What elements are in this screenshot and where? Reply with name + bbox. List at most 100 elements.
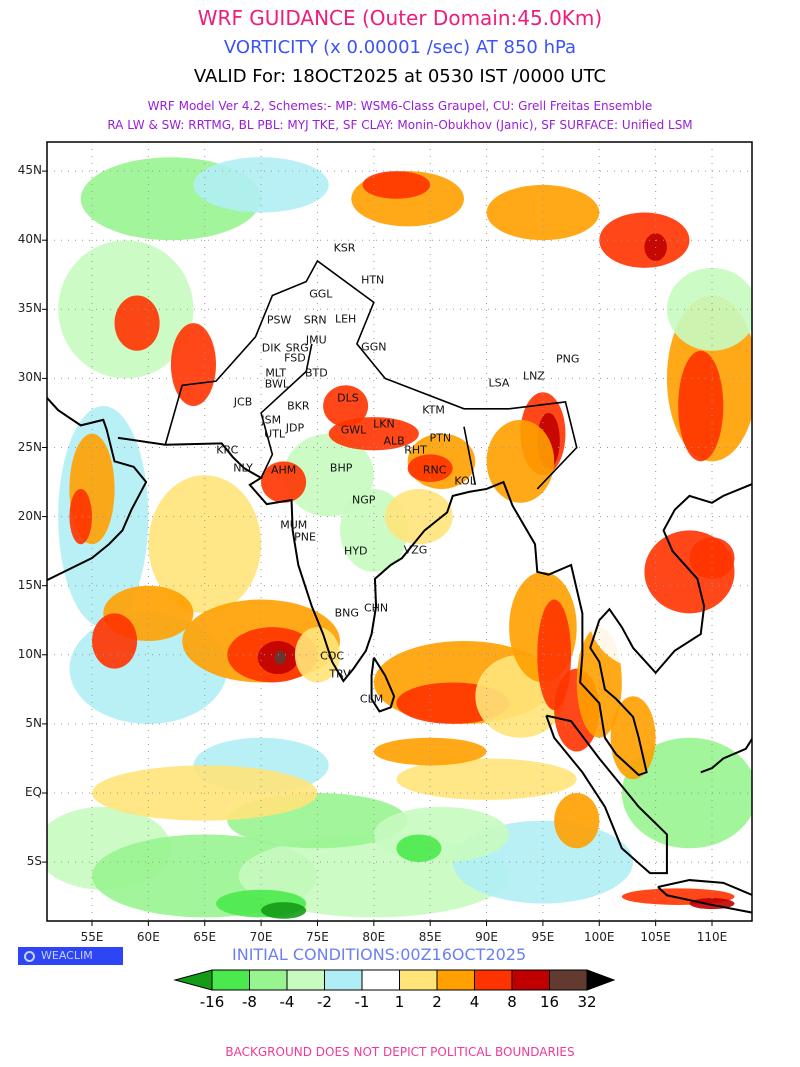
colorbar-swatch — [361, 969, 400, 991]
city-label: BNG — [334, 606, 359, 620]
colorbar-swatch — [436, 969, 475, 991]
colorbar-label: 2 — [432, 993, 442, 1011]
city-label: VZG — [403, 543, 428, 557]
coastline — [657, 879, 752, 914]
coastline — [370, 657, 396, 713]
city-label: PSW — [266, 313, 292, 327]
colorbar-label: 16 — [539, 993, 560, 1011]
lat-label: 40N — [17, 232, 42, 247]
lat-label: 25N — [17, 439, 42, 454]
city-label: RNC — [422, 463, 447, 477]
vorticity-patch — [170, 323, 216, 407]
valid-time: VALID For: 18OCT2025 at 0530 IST /0000 U… — [193, 66, 607, 87]
lon-label: 60E — [136, 930, 160, 944]
coastline — [117, 436, 752, 777]
lon-label: 55E — [80, 930, 104, 944]
colorbar-label: -1 — [354, 993, 370, 1011]
boundary-line — [260, 343, 313, 479]
city-label: NGP — [351, 493, 376, 507]
vorticity-patch — [621, 737, 752, 849]
initial-conditions: INITIAL CONDITIONS:00Z16OCT2025 — [232, 945, 527, 964]
vorticity-patch — [261, 902, 307, 919]
city-label: LEH — [334, 312, 357, 326]
city-label: GGL — [309, 287, 333, 301]
vorticity-patch — [92, 613, 138, 669]
city-label: RHT — [404, 443, 427, 457]
city-label: KTM — [422, 403, 445, 417]
lon-label: 85E — [418, 930, 442, 944]
vorticity-patch — [554, 793, 600, 849]
schemes-line-2: RA LW & SW: RRTMG, BL PBL: MYJ TKE, SF C… — [107, 118, 693, 132]
vorticity-patch — [599, 212, 690, 268]
city-label: MLT — [265, 366, 287, 380]
chart-title: WRF GUIDANCE (Outer Domain:45.0Km) — [197, 6, 603, 30]
city-label: PTN — [429, 431, 452, 445]
colorbar-label: 4 — [469, 993, 480, 1011]
colorbar-swatch — [549, 969, 588, 991]
city-label: FSD — [284, 351, 306, 365]
lon-label: 70E — [249, 930, 273, 944]
lat-label: 45N — [17, 163, 42, 178]
coastline — [700, 737, 752, 774]
footer-disclaimer: BACKGROUND DOES NOT DEPICT POLITICAL BOU… — [225, 1045, 575, 1059]
city-label: TRV — [329, 667, 351, 681]
city-label: KOL — [454, 474, 476, 488]
city-label: CLM — [359, 692, 384, 706]
lat-label: 20N — [17, 508, 42, 523]
city-label: MUM — [280, 518, 308, 532]
city-label: DLS — [337, 391, 359, 405]
lon-label: 100E — [584, 930, 615, 944]
colorbar-swatch — [249, 969, 288, 991]
city-label: BWL — [264, 377, 289, 391]
colorbar-label: -8 — [242, 993, 257, 1011]
city-label: SRN — [303, 313, 327, 327]
colorbar-swatch — [511, 969, 550, 991]
city-label: LKN — [373, 417, 395, 431]
vorticity-patch — [678, 350, 724, 462]
brand-text: WEACLIM — [41, 949, 93, 962]
map-frame — [46, 141, 753, 922]
lat-label: 35N — [17, 301, 42, 316]
vorticity-patch — [373, 806, 510, 863]
city-label: BTD — [304, 366, 328, 380]
vorticity-patch — [362, 171, 431, 199]
city-label: SRG — [285, 341, 309, 355]
city-label: KRC — [216, 443, 239, 457]
city-label: JSM — [261, 413, 282, 427]
city-label: NLY — [233, 461, 253, 475]
vorticity-patch — [283, 433, 374, 517]
city-label: CHN — [363, 601, 389, 615]
colorbar-swatch — [211, 969, 250, 991]
vorticity-patch — [689, 537, 735, 579]
lon-label: 65E — [193, 930, 217, 944]
lat-label: 10N — [17, 646, 42, 661]
field-title: VORTICITY (x 0.00001 /sec) AT 850 hPa — [223, 37, 577, 58]
city-label: JMU — [305, 333, 327, 347]
vorticity-patch — [610, 696, 656, 780]
vorticity-patch — [666, 267, 752, 351]
lat-label: EQ — [24, 785, 42, 799]
vorticity-patch — [407, 454, 453, 483]
colorbar-max-arrow — [586, 969, 616, 991]
colorbar-label: 1 — [394, 993, 405, 1011]
city-label: BHP — [329, 461, 353, 475]
vorticity-patch — [323, 385, 369, 427]
vorticity-patch — [148, 475, 262, 614]
lon-label: 75E — [306, 930, 329, 944]
shaded-field — [47, 142, 752, 921]
colorbar-label: -2 — [317, 993, 332, 1011]
coastline — [47, 396, 148, 582]
city-label: LNZ — [522, 369, 545, 383]
lat-label: 5N — [25, 715, 42, 730]
colorbar-label: -16 — [199, 993, 225, 1011]
city-label: HTN — [361, 273, 385, 287]
lat-label: 5S — [26, 854, 42, 869]
coastline — [545, 714, 668, 875]
vorticity-patch — [396, 834, 442, 863]
vorticity-patch — [294, 627, 340, 683]
weaclim-logo: WEACLIM — [18, 947, 123, 965]
city-label: DIK — [261, 341, 281, 355]
city-label: PNE — [294, 530, 316, 544]
colorbar-label: 32 — [577, 993, 597, 1011]
